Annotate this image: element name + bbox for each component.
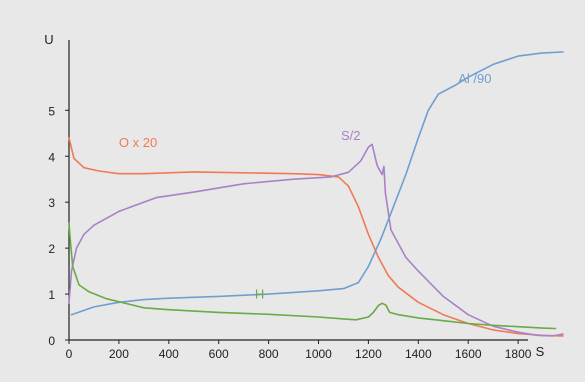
series-line-h (68, 222, 557, 330)
y-tick-label: 4 (48, 150, 55, 164)
y-axis-title: U (44, 32, 53, 47)
y-tick-label: 3 (48, 196, 55, 210)
x-tick-label: 600 (209, 347, 229, 361)
series-label-h: H (255, 287, 264, 302)
y-tick-label: 0 (48, 334, 55, 348)
series-label-s-2: S/2 (341, 128, 361, 143)
x-tick-label: 400 (159, 347, 179, 361)
axes: U S (44, 32, 544, 359)
y-tick-label: 2 (48, 242, 55, 256)
x-tick-label: 1000 (305, 347, 332, 361)
series-label-o-x-20: O x 20 (119, 135, 157, 150)
x-tick-label: 800 (259, 347, 279, 361)
x-axis-title: S (536, 344, 545, 359)
x-tick-label: 1400 (405, 347, 432, 361)
x-tick-label: 1800 (505, 347, 532, 361)
series-line-o-x-20 (68, 137, 564, 337)
series-line-al-90 (70, 51, 564, 316)
y-tick-label: 1 (48, 288, 55, 302)
y-tick-label: 5 (48, 104, 55, 118)
series-label-al-90: Al /90 (458, 71, 491, 86)
y-ticks: 0 1 2 3 4 5 (48, 104, 69, 348)
x-tick-label: 1600 (455, 347, 482, 361)
series-lines (68, 51, 564, 337)
series-labels: O x 20 S/2 Al /90 H (119, 71, 492, 302)
x-tick-label: 200 (109, 347, 129, 361)
x-tick-label: 0 (66, 347, 73, 361)
x-tick-label: 1200 (355, 347, 382, 361)
series-line-s-2 (68, 143, 564, 337)
x-ticks: 0 200 400 600 800 1000 1200 1400 1600 1800 (66, 340, 532, 361)
